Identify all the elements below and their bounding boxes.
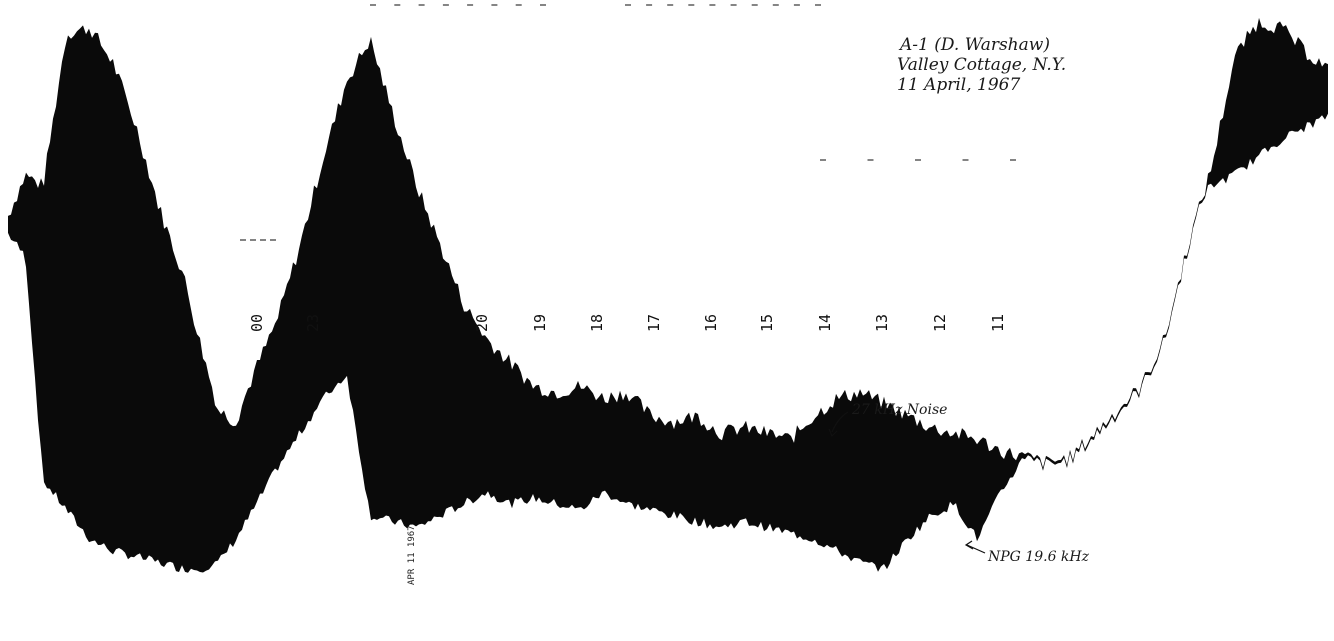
date-label: 11 April, 1967 <box>897 75 1020 95</box>
noise-label: 27 kHz Noise <box>851 402 947 418</box>
hour-tick-label: 20 <box>473 314 491 332</box>
npg-label: NPG 19.6 kHz <box>987 549 1090 565</box>
noise-arrowhead <box>828 428 838 438</box>
hour-tick-label: 13 <box>873 314 891 332</box>
hour-tick-label: 18 <box>588 314 606 332</box>
npg-arrow <box>966 544 986 554</box>
npg-annotation: NPG 19.6 kHz <box>964 540 1090 565</box>
hour-tick-labels: 00 23 20 19 18 17 16 15 14 13 12 11 <box>248 314 1007 332</box>
hour-tick-label: 23 <box>304 314 322 332</box>
hour-tick-label: 14 <box>816 314 834 332</box>
location-label: Valley Cottage, N.Y. <box>897 55 1066 75</box>
noise-annotation: 27 kHz Noise <box>828 402 947 438</box>
hour-tick-label: 16 <box>702 314 720 332</box>
hour-tick-label: 00 <box>248 314 266 332</box>
chart-paper-dots <box>240 4 1016 241</box>
station-annotation: A-1 (D. Warshaw) Valley Cottage, N.Y. 11… <box>897 35 1066 95</box>
hour-tick-label: 19 <box>531 314 549 332</box>
npg-arrowhead <box>964 540 974 550</box>
noise-arrow <box>831 411 849 433</box>
station-label: A-1 (D. Warshaw) <box>898 35 1050 55</box>
hour-tick-label: 12 <box>931 314 949 332</box>
date-stamp: APR 11 1967 <box>407 525 417 585</box>
hour-tick-label: 15 <box>758 314 776 332</box>
signal-envelope-area <box>8 17 1328 573</box>
hour-tick-label: 11 <box>989 314 1007 332</box>
hour-tick-label: 17 <box>645 314 663 332</box>
